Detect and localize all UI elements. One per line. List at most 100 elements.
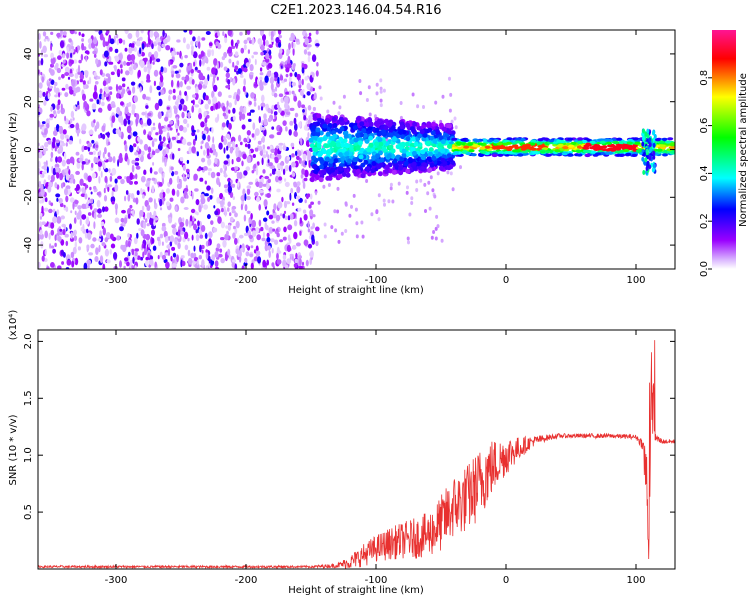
spectrogram-cell [386, 153, 392, 159]
spectrogram-cell [38, 120, 41, 128]
spectrogram-cell [274, 156, 279, 164]
spectrogram-cell [256, 196, 260, 203]
spectrogram-cell [407, 240, 410, 245]
spectrogram-cell [242, 153, 247, 160]
spectrogram-cell [213, 205, 216, 209]
spectrogram-cell [187, 65, 192, 71]
spectrogram-cell [61, 159, 66, 167]
spectrogram-cell [104, 237, 109, 243]
spectrogram-cell [43, 54, 48, 58]
spectrogram-cell [263, 61, 267, 67]
spectrogram-cell [193, 223, 197, 231]
spectrogram-cell [377, 193, 381, 198]
spectrogram-cell [153, 217, 159, 221]
spectrogram-cell [517, 153, 524, 157]
spectrogram-cell [44, 249, 47, 255]
spectrogram-cell [52, 208, 56, 213]
spectrogram-cell [134, 251, 138, 257]
spectrogram-cell [283, 78, 288, 82]
spectrogram-cell [164, 252, 170, 256]
spectrogram-cell [234, 51, 239, 57]
spectrogram-cell [205, 31, 211, 35]
spectrogram-cell [262, 169, 266, 174]
spectrogram-cell [276, 259, 282, 265]
spectrogram-cell [634, 141, 641, 145]
spectrogram-cell [134, 151, 139, 156]
spectrogram-cell [158, 168, 162, 173]
spectrogram-cell [176, 175, 180, 184]
spectrogram-cell [411, 136, 417, 142]
spectrogram-cell [92, 91, 98, 100]
spectrogram-cell [304, 199, 307, 204]
spectrogram-cell [88, 43, 92, 50]
spectrogram-cell [305, 259, 309, 267]
spectrogram-cell [468, 149, 475, 153]
snr-ytick-label: 2.0 [23, 333, 34, 349]
spectrogram-cell [309, 250, 314, 258]
spectrogram-cell [562, 146, 569, 150]
spectrogram-cell [161, 241, 164, 246]
spectrogram-cell [86, 51, 90, 55]
spectrogram-cell [179, 230, 185, 235]
spectrogram-cell [641, 141, 645, 147]
spectrogram-cell [196, 259, 199, 266]
spectrogram-cell [275, 214, 281, 222]
spectrogram-cell [216, 243, 221, 249]
spectrogram-cell [302, 153, 307, 160]
spectrogram-cell [270, 165, 276, 170]
spectrogram-cell [186, 141, 192, 146]
spectrogram-cell [204, 103, 209, 110]
spectrogram-cell [355, 234, 359, 239]
spectrogram-cell [42, 31, 47, 37]
spectrogram-cell [259, 124, 263, 131]
spectrogram-cell [43, 147, 49, 152]
spectrogram-cell [185, 194, 189, 199]
spectrogram-cell [184, 231, 189, 240]
spectrogram-cell [212, 96, 218, 104]
spectrogram-cell [47, 92, 50, 100]
spectrogram-cell [211, 254, 216, 261]
spectrogram-cell [46, 166, 49, 174]
spectrogram-cell [220, 221, 225, 229]
spectrogram-cell [64, 115, 67, 122]
spectrogram-cell [97, 213, 103, 218]
spectrogram-cell [214, 251, 219, 258]
spectrogram-cell [331, 116, 337, 122]
spectrogram-cell [243, 39, 248, 45]
spectrogram-cell [39, 41, 42, 49]
spectrogram-cell [144, 57, 148, 62]
spectrogram-cell [203, 204, 209, 210]
spectrogram-cell [121, 77, 126, 82]
spectrogram-cell [153, 171, 158, 175]
spectrogram-cell [382, 88, 386, 93]
spectrogram-cell [114, 48, 119, 54]
spectrogram-cell [434, 236, 438, 241]
spectrogram-cell [93, 212, 97, 220]
spectrogram-cell [60, 239, 65, 246]
spectrogram-cell [355, 168, 361, 174]
spectrogram-cell [225, 105, 229, 114]
spectrogram-cell [223, 184, 228, 189]
spectrogram-cell [360, 173, 366, 179]
spectrogram-cell [234, 65, 239, 71]
spectrogram-cell [271, 126, 275, 130]
spectrogram-cell [246, 210, 251, 214]
spectrogram-cell [108, 168, 111, 173]
spectrogram-cell [143, 143, 149, 151]
spectrogram-cell [177, 242, 181, 250]
spectrogram-cell [62, 31, 67, 36]
spectrogram-cell [234, 263, 238, 269]
spectrogram-cell [232, 77, 236, 86]
spectrogram-cell [103, 164, 106, 170]
spectrogram-cell [207, 158, 212, 166]
spectrogram-cell [288, 90, 291, 96]
spectrogram-cell [208, 42, 213, 47]
spectrogram-cell [201, 259, 205, 267]
spectrogram-cell [216, 61, 219, 70]
spectrogram-cell [205, 57, 209, 64]
spectrogram-cell [223, 147, 226, 154]
spectrogram-cell [270, 148, 276, 153]
spectrogram-cell [249, 253, 254, 257]
spectrogram-cell [78, 157, 84, 162]
spectrogram-cell [69, 123, 75, 129]
